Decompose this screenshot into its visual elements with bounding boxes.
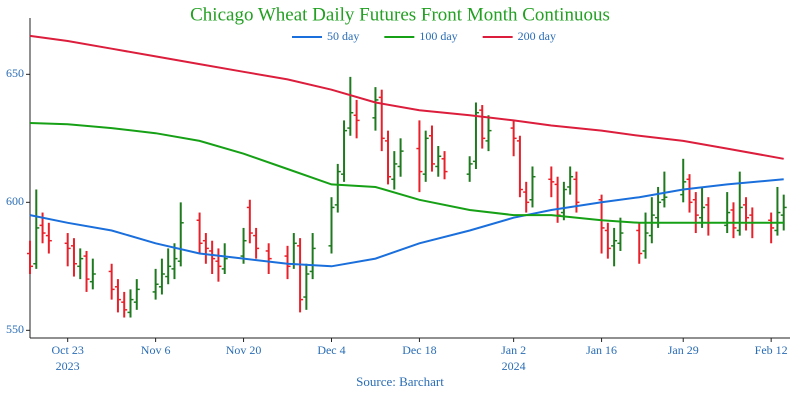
x-tick-label: Jan 2 [501,343,526,357]
chart-title: Chicago Wheat Daily Futures Front Month … [190,4,610,25]
moving-average-line [29,122,784,224]
legend-label: 100 day [419,29,457,43]
legend-label: 50 day [327,29,359,43]
x-tick-label: Nov 20 [226,343,262,357]
x-tick-label: Nov 6 [141,343,171,357]
x-tick-label: Jan 16 [586,343,617,357]
x-tick-label: Oct 23 [52,343,84,357]
moving-average-line [29,178,784,268]
x-tick-label: Dec 4 [317,343,345,357]
x-tick-label: Dec 18 [402,343,436,357]
y-tick-label: 600 [6,194,24,208]
x-tick-year: 2023 [56,359,80,373]
x-tick-label: Jan 29 [668,343,699,357]
x-tick-year: 2024 [502,359,526,373]
legend-label: 200 day [518,29,556,43]
y-tick-label: 550 [6,322,24,336]
y-tick-label: 650 [6,66,24,80]
moving-average-line [29,34,784,160]
source: Source: Barchart [356,374,444,389]
x-tick-label: Feb 12 [755,343,788,357]
